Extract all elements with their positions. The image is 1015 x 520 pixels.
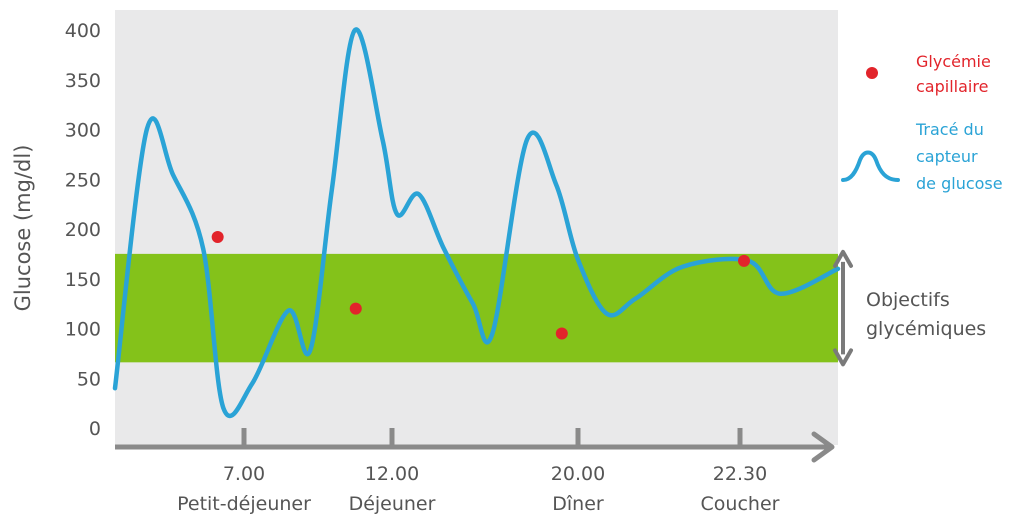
target-range-arrow [833, 249, 853, 367]
target-arrow-head-bottom [833, 348, 853, 367]
capillary-point [738, 254, 751, 267]
y-tick-label: 300 [65, 120, 101, 142]
x-tick-event-label: Déjeuner [349, 493, 436, 515]
capillary-points [211, 230, 751, 340]
legend-sensor-label-2: capteur [916, 147, 978, 166]
capillary-point [211, 230, 224, 243]
legend-capillary-label-1: Glycémie [916, 52, 991, 71]
y-tick-label: 250 [65, 169, 101, 191]
y-tick-label: 150 [65, 269, 101, 291]
legend-capillary-dot [866, 67, 878, 79]
target-arrow-head-top [833, 249, 853, 268]
target-range-label-2: glycémiques [866, 318, 986, 340]
x-tick-time-label: 7.00 [223, 463, 265, 485]
legend-sensor-label-3: de glucose [916, 174, 1003, 193]
legend-sensor-label-1: Tracé du [915, 120, 984, 139]
sensor-glucose-line [112, 27, 841, 419]
target-range-label-1: Objectifs [866, 289, 950, 311]
x-tick-time-label: 22.30 [713, 463, 767, 485]
y-axis-title: Glucose (mg/dl) [11, 145, 35, 312]
x-axis-ticks: 7.00 Petit-déjeuner 12.00 Déjeuner 20.00 Dîne… [177, 428, 780, 515]
y-tick-label: 50 [77, 368, 101, 390]
x-tick-event-label: Dîner [552, 493, 604, 515]
plot-background [115, 10, 838, 445]
y-tick-label: 200 [65, 219, 101, 241]
x-tick-event-label: Petit-déjeuner [177, 493, 311, 515]
x-tick-time-label: 12.00 [365, 463, 419, 485]
y-tick-label: 350 [65, 70, 101, 92]
x-tick-event-label: Coucher [701, 493, 780, 515]
x-axis [115, 431, 835, 463]
capillary-point [349, 302, 362, 315]
legend-sensor-icon [841, 150, 900, 182]
y-tick-label: 100 [65, 319, 101, 341]
legend-capillary-label-2: capillaire [916, 77, 988, 96]
x-tick-time-label: 20.00 [551, 463, 605, 485]
y-tick-label: 400 [65, 20, 101, 42]
capillary-point [555, 327, 568, 340]
x-axis-arrowhead [811, 431, 835, 463]
y-tick-label: 0 [89, 418, 101, 440]
y-axis-ticks: 0 50 100 150 200 250 300 350 400 [65, 20, 101, 440]
